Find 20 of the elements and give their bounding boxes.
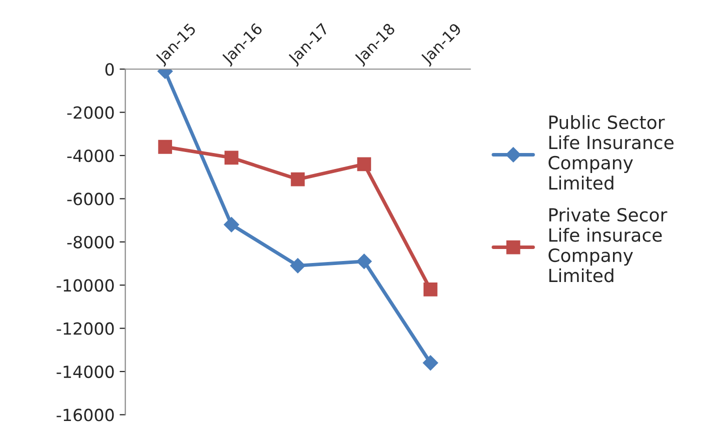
point [224, 217, 240, 232]
y-tick-label: -12000 [56, 322, 114, 335]
y-tick-label: -10000 [56, 279, 114, 292]
point [422, 355, 438, 370]
y-tick-label: -6000 [67, 192, 114, 206]
y-tick-label: 0 [105, 63, 114, 76]
point [290, 172, 305, 186]
y-tick-label: -8000 [67, 236, 114, 248]
point [424, 282, 438, 296]
point [290, 258, 306, 274]
point [158, 140, 172, 154]
point [356, 254, 372, 269]
legend-label: Private Secor Life insurace Company Limited [548, 208, 668, 282]
y-tick-label: -16000 [56, 408, 114, 422]
y-tick-label: -14000 [56, 365, 114, 378]
point [224, 150, 238, 165]
y-tick-label: -4000 [67, 149, 114, 162]
legend-label: Public Sector Life Insurance Company Limited [548, 115, 674, 190]
y-tick-label: -2000 [67, 106, 114, 119]
point [357, 157, 372, 172]
